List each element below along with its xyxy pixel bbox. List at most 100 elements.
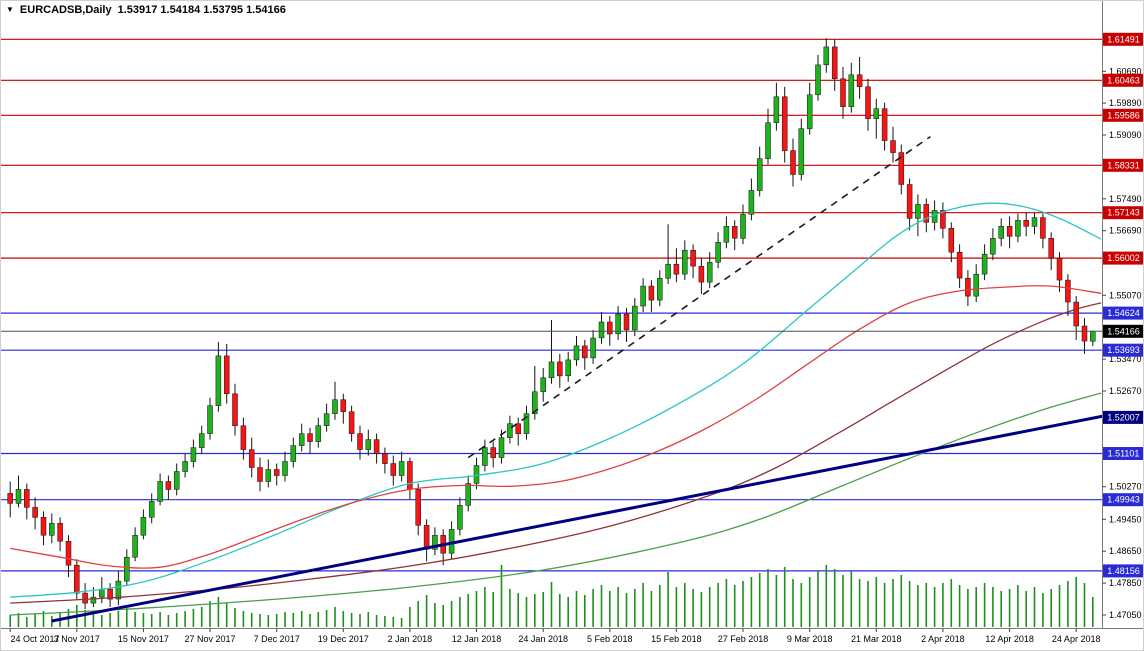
candle-bear — [698, 265, 705, 283]
candle-bull — [523, 413, 530, 434]
candle-bull — [657, 277, 663, 301]
candle-bull — [398, 461, 405, 476]
volume-bar — [84, 610, 86, 627]
volume-bar — [600, 585, 603, 627]
candle-bear — [881, 108, 888, 141]
volume-bar — [267, 615, 270, 627]
volume-bar — [758, 573, 761, 627]
candle-bear — [607, 321, 613, 335]
candle-bear — [357, 433, 363, 450]
volume-bar — [1092, 597, 1094, 627]
candle-bull — [207, 405, 213, 434]
volume-bar — [126, 608, 128, 627]
candle-bear — [898, 152, 905, 185]
price-badge-resistance — [1103, 73, 1143, 87]
ma-mid-red — [10, 285, 1102, 569]
candle-bull — [915, 204, 921, 219]
candle-bull — [473, 465, 480, 484]
volume-bar — [492, 592, 494, 627]
volume-bar — [225, 603, 228, 627]
candle-bear — [890, 140, 896, 153]
candle-bear — [7, 493, 13, 504]
trendlines-layer — [51, 135, 1110, 623]
candle-bear — [82, 592, 88, 604]
price-badge-support — [1103, 447, 1143, 460]
volume-bar — [26, 617, 28, 627]
dashed-trendline[interactable] — [467, 135, 931, 459]
x-axis-date-label: 24 Jan 2018 — [518, 634, 568, 644]
volume-bar — [867, 581, 869, 627]
candle-bear — [948, 228, 955, 253]
volume-bar — [675, 587, 678, 627]
ma-fast-cyan — [10, 202, 1102, 598]
candle-bear — [415, 489, 421, 526]
candle-bear — [407, 461, 413, 490]
candle-bull — [298, 433, 305, 446]
price-badge-resistance — [1103, 32, 1143, 46]
volume-bar — [650, 591, 653, 627]
volume-bar — [1000, 591, 1002, 627]
y-axis-layer: 1.60690 1.59890 1.59090 1.57490 1.56690 1.550… — [1102, 1, 1142, 628]
volume-bar — [842, 575, 844, 627]
volume-bar — [534, 594, 536, 627]
candle-bear — [248, 449, 255, 468]
volume-bar — [592, 589, 594, 627]
candle-bear — [557, 361, 563, 377]
price-badge-support-label: 1.48156 — [1107, 566, 1140, 576]
volume-bar — [375, 615, 378, 627]
price-badge-support-label: 1.53693 — [1107, 345, 1140, 355]
volume-bar — [992, 587, 994, 627]
volume-bar — [425, 595, 428, 627]
x-axis-date-label: 15 Feb 2018 — [651, 634, 702, 644]
volume-bar — [617, 587, 619, 627]
candle-bull — [90, 596, 97, 604]
current-price-badge-label: 1.54166 — [1107, 326, 1140, 336]
candle-bear — [1023, 220, 1029, 227]
volume-bar — [900, 575, 903, 627]
candle-bull — [265, 469, 272, 482]
volume-bar — [417, 601, 419, 627]
candle-bear — [906, 184, 913, 219]
candle-bull — [1031, 217, 1038, 227]
candle-bull — [482, 447, 488, 466]
candle-bear — [307, 433, 313, 442]
volume-bar — [700, 592, 703, 627]
volume-bar — [517, 593, 519, 627]
y-axis-tick-label: 1.53470 — [1109, 354, 1142, 364]
candle-bull — [315, 425, 322, 442]
volume-bar — [575, 591, 578, 627]
y-axis-tick-label: 1.59090 — [1109, 130, 1142, 140]
candle-bull — [773, 96, 780, 123]
candle-bull — [573, 345, 580, 361]
candle-bull — [115, 580, 122, 600]
volume-bar — [942, 583, 944, 627]
candle-bear — [1040, 217, 1046, 239]
candle-bull — [182, 461, 188, 472]
uptrend-line[interactable] — [51, 413, 1110, 623]
volume-bar — [250, 613, 253, 627]
candle-bear — [340, 399, 347, 412]
candle-bull — [15, 489, 22, 504]
candle-bull — [157, 481, 163, 502]
candle-bull — [140, 517, 147, 536]
candle-bull — [148, 501, 155, 518]
price-badge-resistance — [1103, 206, 1143, 220]
volume-bar — [292, 613, 295, 627]
volume-bar — [875, 577, 878, 627]
candle-bear — [232, 393, 238, 426]
candle-bear — [1065, 279, 1071, 303]
candle-bull — [740, 214, 746, 239]
volume-bar — [275, 614, 278, 627]
volume-bar — [242, 611, 245, 627]
candle-bear — [731, 226, 738, 239]
candle-bear — [831, 46, 838, 80]
x-axis-date-label: 12 Apr 2018 — [985, 634, 1034, 644]
price-badge-trendline — [1103, 410, 1143, 424]
price-badge-support — [1103, 306, 1143, 320]
volume-bar — [500, 565, 503, 627]
candle-bull — [290, 445, 297, 462]
candle-bull — [682, 249, 688, 275]
candle-bear — [582, 345, 588, 359]
